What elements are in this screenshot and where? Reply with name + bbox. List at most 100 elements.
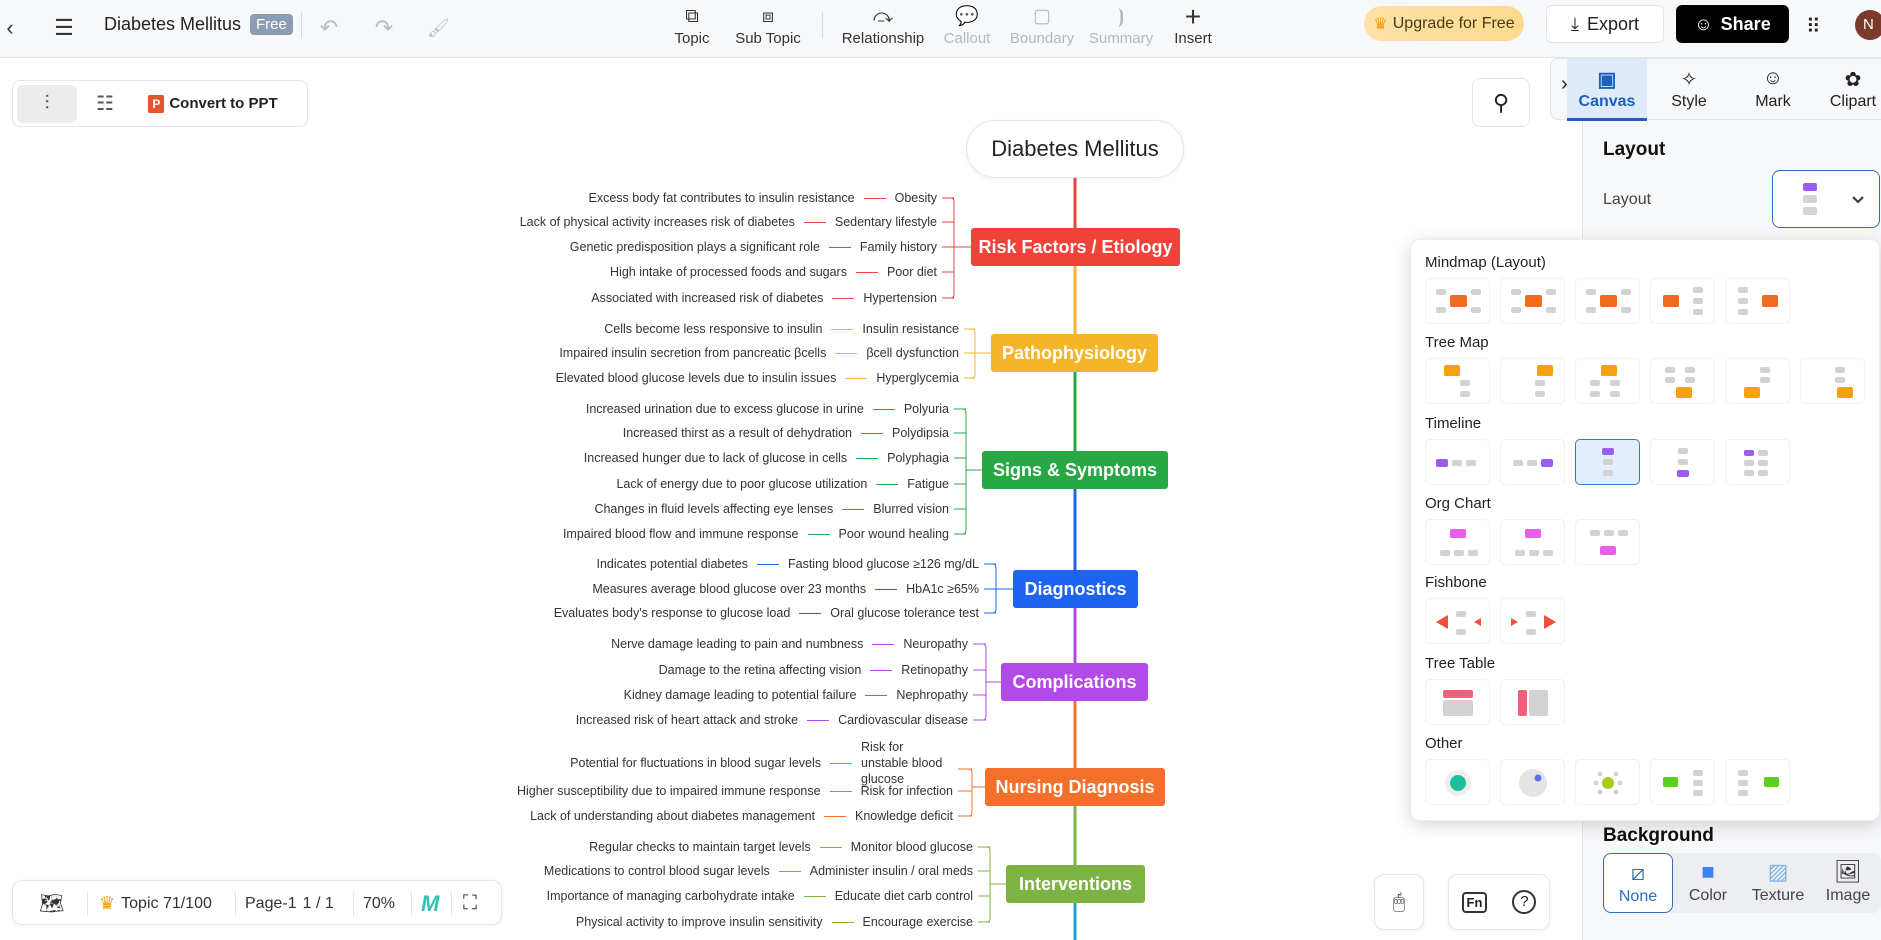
ai-logo-icon[interactable]: M bbox=[421, 890, 440, 916]
subtopic-description[interactable]: Lack of energy due to poor glucose utili… bbox=[616, 477, 868, 491]
subtopic-description[interactable]: Higher susceptibility due to impaired im… bbox=[516, 784, 821, 798]
subtopic-description[interactable]: Physical activity to improve insulin sen… bbox=[575, 915, 823, 929]
subtopic-label[interactable]: Polyphagia bbox=[887, 451, 949, 465]
subtopic-label[interactable]: Neuropathy bbox=[903, 637, 968, 651]
subtopic-description[interactable]: Elevated blood glucose levels due to ins… bbox=[555, 371, 837, 385]
layout-option-tree-up-left[interactable] bbox=[1800, 358, 1865, 404]
subtopic-description[interactable]: Kidney damage leading to potential failu… bbox=[623, 688, 857, 702]
tab-mark[interactable]: ☺ Mark bbox=[1733, 59, 1813, 121]
layout-option-fish-right[interactable] bbox=[1500, 598, 1565, 644]
subtopic-label[interactable]: Monitor blood glucose bbox=[850, 840, 973, 854]
layout-option-mm-both-mixed[interactable] bbox=[1575, 278, 1640, 324]
main-topic[interactable]: Complications bbox=[1001, 663, 1148, 701]
subtopic-label[interactable]: Knowledge deficit bbox=[855, 809, 953, 823]
subtopic-description[interactable]: Damage to the retina affecting vision bbox=[658, 663, 862, 677]
share-button[interactable]: ☺ Share bbox=[1676, 5, 1789, 43]
subtopic-description[interactable]: Cells become less responsive to insulin bbox=[604, 322, 823, 336]
bg-option-color[interactable]: ■ Color bbox=[1673, 853, 1743, 913]
layout-select[interactable] bbox=[1772, 170, 1880, 228]
layout-option-table-left[interactable] bbox=[1500, 679, 1565, 725]
layout-option-table-top[interactable] bbox=[1425, 679, 1490, 725]
subtopic-label[interactable]: βcell dysfunction bbox=[866, 346, 959, 360]
upgrade-button[interactable]: ♛ Upgrade for Free bbox=[1364, 6, 1524, 41]
subtopic-label[interactable]: Polydipsia bbox=[892, 426, 949, 440]
subtopic-label[interactable]: Polyuria bbox=[903, 402, 949, 416]
root-topic[interactable]: Diabetes Mellitus bbox=[966, 120, 1184, 178]
collapse-panel-icon[interactable]: › bbox=[1561, 73, 1568, 95]
subtopic-description[interactable]: Medications to control blood sugar level… bbox=[543, 864, 770, 878]
subtopic-label[interactable]: Educate diet carb control bbox=[834, 889, 973, 903]
layout-option-mm-both-up[interactable] bbox=[1425, 278, 1490, 324]
subtopic-description[interactable]: Changes in fluid levels affecting eye le… bbox=[594, 502, 834, 516]
subtopic-label[interactable]: Sedentary lifestyle bbox=[834, 215, 937, 229]
subtopic-description[interactable]: High intake of processed foods and sugar… bbox=[610, 265, 847, 279]
subtopic-description[interactable]: Increased risk of heart attack and strok… bbox=[575, 713, 799, 727]
tool-insert[interactable]: + Insert bbox=[1148, 3, 1238, 48]
tool-topic[interactable]: ⧉ Topic bbox=[647, 4, 737, 47]
topic-count[interactable]: ♛ Topic 71/100 bbox=[99, 881, 212, 926]
tool-sub-topic[interactable]: ⧈ Sub Topic bbox=[723, 4, 813, 47]
subtopic-description[interactable]: Excess body fat contributes to insulin r… bbox=[588, 191, 855, 205]
subtopic-description[interactable]: Importance of managing carbohydrate inta… bbox=[546, 889, 795, 903]
subtopic-description[interactable]: Measures average blood glucose over 23 m… bbox=[592, 582, 867, 596]
layout-option-tree-up-both[interactable] bbox=[1650, 358, 1715, 404]
layout-option-mm-right[interactable] bbox=[1650, 278, 1715, 324]
layout-option-mm-left[interactable] bbox=[1725, 278, 1790, 324]
zoom-level[interactable]: 70% bbox=[363, 881, 395, 926]
layout-option-tl-h-start[interactable] bbox=[1425, 439, 1490, 485]
avatar[interactable]: N bbox=[1855, 10, 1881, 40]
layout-option-tl-h-end[interactable] bbox=[1500, 439, 1565, 485]
layout-option-tl-snake[interactable] bbox=[1725, 439, 1790, 485]
apps-grid-icon[interactable]: ⠿ bbox=[1806, 16, 1821, 38]
layout-option-tree-up-right[interactable] bbox=[1725, 358, 1790, 404]
tool-summary[interactable]: ⦘ Summary bbox=[1076, 4, 1166, 47]
subtopic-label[interactable]: Hyperglycemia bbox=[876, 371, 959, 385]
subtopic-label[interactable]: Administer insulin / oral meds bbox=[809, 864, 973, 878]
bg-option-none[interactable]: ⧄ None bbox=[1603, 853, 1673, 913]
main-topic[interactable]: Interventions bbox=[1006, 865, 1145, 903]
subtopic-description[interactable]: Increased thirst as a result of dehydrat… bbox=[622, 426, 853, 440]
subtopic-label[interactable]: Insulin resistance bbox=[862, 322, 959, 336]
fullscreen-icon[interactable]: ⛶ bbox=[463, 892, 477, 914]
subtopic-label[interactable]: Retinopathy bbox=[901, 663, 968, 677]
tab-canvas[interactable]: ▣ Canvas bbox=[1567, 59, 1647, 121]
main-topic[interactable]: Pathophysiology bbox=[991, 334, 1158, 372]
search-button[interactable]: ⚲ bbox=[1472, 78, 1530, 127]
layout-option-org-both[interactable] bbox=[1500, 519, 1565, 565]
mindmap-view-button[interactable]: ⫶ bbox=[17, 84, 77, 123]
subtopic-label[interactable]: Risk for unstable blood glucose bbox=[861, 740, 943, 786]
formula-icon[interactable]: Fn bbox=[1461, 891, 1488, 913]
subtopic-description[interactable]: Lack of physical activity increases risk… bbox=[519, 215, 795, 229]
main-topic[interactable]: Nursing Diagnosis bbox=[985, 768, 1165, 806]
subtopic-label[interactable]: Risk for infection bbox=[860, 784, 953, 798]
layout-option-org-down[interactable] bbox=[1425, 519, 1490, 565]
subtopic-description[interactable]: Lack of understanding about diabetes man… bbox=[530, 809, 816, 823]
subtopic-label[interactable]: Fasting blood glucose ≥126 mg/dL bbox=[787, 557, 979, 571]
mouse-mode-button[interactable]: 🖱 bbox=[1374, 874, 1424, 930]
subtopic-description[interactable]: Associated with increased risk of diabet… bbox=[591, 291, 824, 305]
subtopic-description[interactable]: Evaluates body's response to glucose loa… bbox=[553, 606, 791, 620]
layout-option-mm-both-down[interactable] bbox=[1500, 278, 1565, 324]
redo-icon[interactable]: ↷ bbox=[374, 15, 394, 40]
subtopic-label[interactable]: Fatigue bbox=[907, 477, 949, 491]
subtopic-label[interactable]: Encourage exercise bbox=[862, 915, 973, 929]
layout-option-tree-right[interactable] bbox=[1425, 358, 1490, 404]
document-title[interactable]: Diabetes Mellitus bbox=[104, 14, 242, 34]
tool-boundary[interactable]: ▢ Boundary bbox=[997, 4, 1087, 47]
bg-option-image[interactable]: 🖼 Image bbox=[1813, 853, 1881, 913]
main-topic[interactable]: Diagnostics bbox=[1013, 570, 1138, 608]
subtopic-label[interactable]: Poor wound healing bbox=[838, 527, 950, 541]
layout-option-tree-both[interactable] bbox=[1575, 358, 1640, 404]
subtopic-description[interactable]: Indicates potential diabetes bbox=[596, 557, 748, 571]
tab-clipart[interactable]: ✿ Clipart bbox=[1813, 59, 1881, 121]
layout-option-bubble[interactable] bbox=[1500, 759, 1565, 805]
back-icon[interactable]: ‹ bbox=[6, 15, 14, 40]
subtopic-label[interactable]: Oral glucose tolerance test bbox=[830, 606, 979, 620]
layout-option-tl-v-bottom[interactable] bbox=[1650, 439, 1715, 485]
layout-option-circle[interactable] bbox=[1425, 759, 1490, 805]
layout-option-radial[interactable] bbox=[1575, 759, 1640, 805]
subtopic-description[interactable]: Nerve damage leading to pain and numbnes… bbox=[611, 637, 864, 651]
undo-icon[interactable]: ↶ bbox=[319, 15, 339, 40]
format-painter-icon[interactable]: 🖌 bbox=[427, 18, 450, 38]
main-topic[interactable]: Signs & Symptoms bbox=[982, 451, 1168, 489]
